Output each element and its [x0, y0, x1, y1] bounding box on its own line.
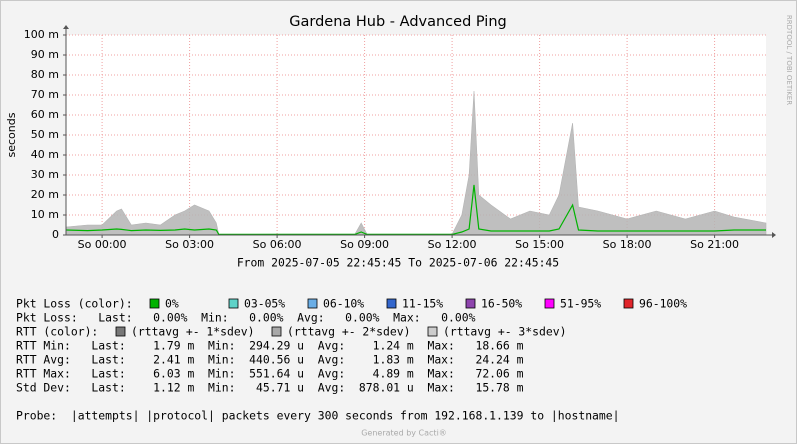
legend-stats: RTT Min: Last: 1.79 m Min: 294.29 u Avg:… — [16, 339, 524, 353]
watermark: RRDTOOL / TOBI OETIKER — [785, 15, 793, 105]
swatch — [427, 326, 438, 337]
x-tick-label: So 15:00 — [515, 238, 564, 251]
swatch — [386, 298, 397, 309]
x-tick-label: So 21:00 — [690, 238, 739, 251]
axis-arrow — [63, 25, 69, 29]
legend-item: 06-10% — [323, 297, 364, 311]
legend-label: RTT (color): — [16, 325, 98, 339]
swatch — [228, 298, 239, 309]
y-tick-label: 80 m — [31, 68, 59, 81]
y-axis-label: seconds — [5, 112, 18, 157]
y-tick-label: 70 m — [31, 88, 59, 101]
y-tick-label: 90 m — [31, 48, 59, 61]
legend-item: (rttavg +- 3*sdev) — [443, 325, 566, 339]
swatch — [115, 326, 126, 337]
x-tick-label: So 03:00 — [165, 238, 214, 251]
plot-area — [66, 35, 766, 235]
legend-item: 03-05% — [244, 297, 285, 311]
y-tick-label: 100 m — [24, 28, 59, 41]
legend-item: 11-15% — [402, 297, 443, 311]
swatch — [623, 298, 634, 309]
y-tick-label: 50 m — [31, 128, 59, 141]
legend-item: 0% — [165, 297, 179, 311]
legend-stats: Pkt Loss: Last: 0.00% Min: 0.00% Avg: 0.… — [16, 311, 476, 325]
x-caption: From 2025-07-05 22:45:45 To 2025-07-06 2… — [237, 256, 559, 270]
x-tick-label: So 09:00 — [340, 238, 389, 251]
legend-item: (rttavg +- 2*sdev) — [287, 325, 410, 339]
x-tick-label: So 18:00 — [603, 238, 652, 251]
legend-label: Pkt Loss (color): — [16, 297, 133, 311]
legend-stats: Std Dev: Last: 1.12 m Min: 45.71 u Avg: … — [16, 381, 524, 395]
probe-line: Probe: |attempts| |protocol| packets eve… — [16, 409, 619, 423]
legend-item: 16-50% — [481, 297, 522, 311]
swatch — [307, 298, 318, 309]
legend-item: 51-95% — [560, 297, 601, 311]
swatch — [465, 298, 476, 309]
y-tick-label: 0 — [52, 228, 59, 241]
legend-item: (rttavg +- 1*sdev) — [131, 325, 254, 339]
x-tick-label: So 00:00 — [78, 238, 127, 251]
y-tick-label: 40 m — [31, 148, 59, 161]
swatch — [271, 326, 282, 337]
legend-item: 96-100% — [639, 297, 687, 311]
y-tick-label: 10 m — [31, 208, 59, 221]
legend-stats: RTT Max: Last: 6.03 m Min: 551.64 u Avg:… — [16, 367, 524, 381]
y-tick-label: 20 m — [31, 188, 59, 201]
y-tick-label: 60 m — [31, 108, 59, 121]
x-tick-label: So 06:00 — [253, 238, 302, 251]
chart-title: Gardena Hub - Advanced Ping — [289, 14, 506, 30]
axis-arrow — [772, 232, 776, 238]
swatch — [544, 298, 555, 309]
y-tick-label: 30 m — [31, 168, 59, 181]
footer: Generated by Cacti® — [361, 429, 447, 438]
swatch — [149, 298, 160, 309]
rtt-line — [65, 184, 766, 235]
legend-stats: RTT Avg: Last: 2.41 m Min: 440.56 u Avg:… — [16, 353, 524, 367]
smoke-area — [65, 90, 767, 236]
x-tick-label: So 12:00 — [428, 238, 477, 251]
